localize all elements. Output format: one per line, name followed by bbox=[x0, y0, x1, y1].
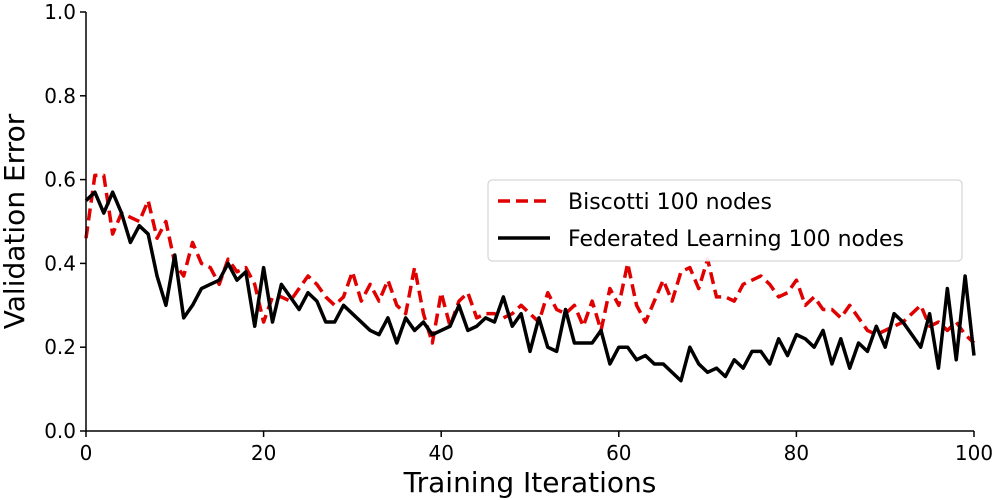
y-tick-label: 0.8 bbox=[44, 84, 76, 108]
legend: Biscotti 100 nodes Federated Learning 100… bbox=[487, 179, 963, 262]
legend-box bbox=[487, 179, 963, 262]
series-line-biscotti-100-nodes bbox=[84, 173, 976, 345]
y-tick-label: 0.0 bbox=[44, 419, 76, 443]
x-ticks: 0 20 40 60 80 100 bbox=[80, 431, 993, 465]
x-tick-label: 0 bbox=[80, 441, 93, 465]
x-tick-label: 60 bbox=[606, 441, 631, 465]
x-tick-label: 20 bbox=[251, 441, 276, 465]
series-layer bbox=[84, 173, 976, 383]
legend-items: Biscotti 100 nodes Federated Learning 100… bbox=[498, 190, 904, 252]
series-line-federated-learning-100-nodes bbox=[84, 190, 976, 383]
x-tick-label: 40 bbox=[428, 441, 453, 465]
y-tick-label: 1.0 bbox=[44, 0, 76, 24]
x-tick-label: 100 bbox=[955, 441, 993, 465]
y-tick-label: 0.2 bbox=[44, 335, 76, 359]
legend-label: Federated Learning 100 nodes bbox=[568, 227, 904, 252]
y-tick-label: 0.6 bbox=[44, 168, 76, 192]
x-tick-label: 80 bbox=[784, 441, 809, 465]
y-ticks: 0.0 0.2 0.4 0.6 0.8 1.0 bbox=[44, 0, 86, 443]
y-tick-label: 0.4 bbox=[44, 251, 76, 275]
legend-label: Biscotti 100 nodes bbox=[568, 190, 772, 215]
y-axis-title: Validation Error bbox=[0, 113, 31, 329]
x-axis-title: Training Iterations bbox=[403, 466, 657, 499]
